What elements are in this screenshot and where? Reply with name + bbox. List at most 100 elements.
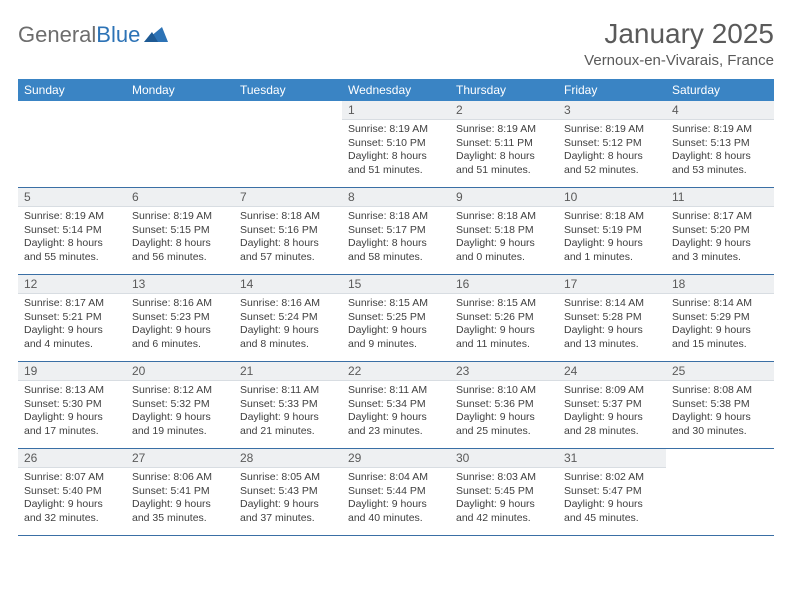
daylight-line-2: and 19 minutes. (132, 425, 228, 439)
day-details: Sunrise: 8:02 AMSunset: 5:47 PMDaylight:… (558, 468, 666, 531)
day-details: Sunrise: 8:18 AMSunset: 5:16 PMDaylight:… (234, 207, 342, 270)
day-number: 25 (666, 362, 774, 380)
sunrise-line: Sunrise: 8:15 AM (348, 297, 444, 311)
day-number: 7 (234, 188, 342, 206)
daylight-line-2: and 51 minutes. (348, 164, 444, 178)
header: GeneralBlue January 2025 Vernoux-en-Viva… (18, 18, 774, 69)
calendar-cell: 29Sunrise: 8:04 AMSunset: 5:44 PMDayligh… (342, 449, 450, 535)
daylight-line-2: and 57 minutes. (240, 251, 336, 265)
day-number-row: 2 (450, 101, 558, 120)
sunrise-line: Sunrise: 8:18 AM (240, 210, 336, 224)
week-row: 5Sunrise: 8:19 AMSunset: 5:14 PMDaylight… (18, 188, 774, 275)
calendar-cell: 7Sunrise: 8:18 AMSunset: 5:16 PMDaylight… (234, 188, 342, 274)
sunset-line: Sunset: 5:15 PM (132, 224, 228, 238)
day-number-row: 16 (450, 275, 558, 294)
sunset-line: Sunset: 5:11 PM (456, 137, 552, 151)
day-details: Sunrise: 8:14 AMSunset: 5:28 PMDaylight:… (558, 294, 666, 357)
daylight-line-1: Daylight: 9 hours (456, 237, 552, 251)
weekday-header-row: SundayMondayTuesdayWednesdayThursdayFrid… (18, 79, 774, 101)
daylight-line-2: and 21 minutes. (240, 425, 336, 439)
daylight-line-1: Daylight: 9 hours (348, 324, 444, 338)
day-details: Sunrise: 8:19 AMSunset: 5:15 PMDaylight:… (126, 207, 234, 270)
day-details: Sunrise: 8:17 AMSunset: 5:20 PMDaylight:… (666, 207, 774, 270)
daylight-line-2: and 35 minutes. (132, 512, 228, 526)
daylight-line-2: and 4 minutes. (24, 338, 120, 352)
logo-mark-icon (144, 24, 168, 47)
sunrise-line: Sunrise: 8:08 AM (672, 384, 768, 398)
daylight-line-1: Daylight: 9 hours (24, 498, 120, 512)
sunset-line: Sunset: 5:14 PM (24, 224, 120, 238)
day-number-row: 17 (558, 275, 666, 294)
sunset-line: Sunset: 5:30 PM (24, 398, 120, 412)
daylight-line-2: and 25 minutes. (456, 425, 552, 439)
daylight-line-1: Daylight: 8 hours (132, 237, 228, 251)
calendar-cell: 5 Sunrise: 8:19 AMSunset: 5:14 PMDaylight… (18, 188, 126, 274)
day-number: 24 (558, 362, 666, 380)
daylight-line-1: Daylight: 8 hours (456, 150, 552, 164)
sunset-line: Sunset: 5:26 PM (456, 311, 552, 325)
week-row: 19Sunrise: 8:13 AMSunset: 5:30 PMDayligh… (18, 362, 774, 449)
daylight-line-1: Daylight: 8 hours (672, 150, 768, 164)
day-details: Sunrise: 8:07 AMSunset: 5:40 PMDaylight:… (18, 468, 126, 531)
day-details: Sunrise: 8:19 AMSunset: 5:13 PMDaylight:… (666, 120, 774, 183)
day-number: 1 (342, 101, 450, 119)
sunrise-line: Sunrise: 8:19 AM (564, 123, 660, 137)
calendar-cell: 21Sunrise: 8:11 AMSunset: 5:33 PMDayligh… (234, 362, 342, 448)
weekday-thursday: Thursday (450, 79, 558, 101)
calendar-cell: 13Sunrise: 8:16 AMSunset: 5:23 PMDayligh… (126, 275, 234, 361)
day-number-row: 10 (558, 188, 666, 207)
sunrise-line: Sunrise: 8:02 AM (564, 471, 660, 485)
day-details: Sunrise: 8:05 AMSunset: 5:43 PMDaylight:… (234, 468, 342, 531)
calendar-cell: 6Sunrise: 8:19 AMSunset: 5:15 PMDaylight… (126, 188, 234, 274)
weekday-monday: Monday (126, 79, 234, 101)
day-number: 13 (126, 275, 234, 293)
sunrise-line: Sunrise: 8:09 AM (564, 384, 660, 398)
sunrise-line: Sunrise: 8:04 AM (348, 471, 444, 485)
calendar-cell: 28Sunrise: 8:05 AMSunset: 5:43 PMDayligh… (234, 449, 342, 535)
day-number-row: 30 (450, 449, 558, 468)
calendar-cell: 18 Sunrise: 8:14 AMSunset: 5:29 PMDayligh… (666, 275, 774, 361)
day-number-row: 8 (342, 188, 450, 207)
sunrise-line: Sunrise: 8:19 AM (24, 210, 120, 224)
calendar-cell: 25Sunrise: 8:08 AMSunset: 5:38 PMDayligh… (666, 362, 774, 448)
calendar-cell-empty (234, 101, 342, 187)
day-number: 10 (558, 188, 666, 206)
day-number-row: 23 (450, 362, 558, 381)
daylight-line-2: and 51 minutes. (456, 164, 552, 178)
daylight-line-1: Daylight: 8 hours (24, 237, 120, 251)
sunset-line: Sunset: 5:34 PM (348, 398, 444, 412)
day-number: 6 (126, 188, 234, 206)
daylight-line-2: and 15 minutes. (672, 338, 768, 352)
daylight-line-1: Daylight: 9 hours (564, 411, 660, 425)
day-number: 18 (666, 275, 774, 293)
daylight-line-1: Daylight: 9 hours (672, 411, 768, 425)
day-number: 8 (342, 188, 450, 206)
sunrise-line: Sunrise: 8:19 AM (672, 123, 768, 137)
sunset-line: Sunset: 5:21 PM (24, 311, 120, 325)
sunrise-line: Sunrise: 8:14 AM (672, 297, 768, 311)
day-details: Sunrise: 8:18 AMSunset: 5:19 PMDaylight:… (558, 207, 666, 270)
calendar-cell: 4Sunrise: 8:19 AMSunset: 5:13 PMDaylight… (666, 101, 774, 187)
day-number-row: 15 (342, 275, 450, 294)
day-number: 12 (18, 275, 126, 293)
calendar-cell: 8Sunrise: 8:18 AMSunset: 5:17 PMDaylight… (342, 188, 450, 274)
day-number: 14 (234, 275, 342, 293)
daylight-line-1: Daylight: 9 hours (240, 411, 336, 425)
day-number: 4 (666, 101, 774, 119)
sunset-line: Sunset: 5:29 PM (672, 311, 768, 325)
daylight-line-1: Daylight: 9 hours (456, 498, 552, 512)
calendar-cell: 11Sunrise: 8:17 AMSunset: 5:20 PMDayligh… (666, 188, 774, 274)
daylight-line-1: Daylight: 9 hours (672, 237, 768, 251)
daylight-line-2: and 42 minutes. (456, 512, 552, 526)
day-number-row: 5 (18, 188, 126, 207)
sunset-line: Sunset: 5:16 PM (240, 224, 336, 238)
day-details: Sunrise: 8:03 AMSunset: 5:45 PMDaylight:… (450, 468, 558, 531)
weekday-wednesday: Wednesday (342, 79, 450, 101)
sunrise-line: Sunrise: 8:11 AM (348, 384, 444, 398)
calendar-cell: 15Sunrise: 8:15 AMSunset: 5:25 PMDayligh… (342, 275, 450, 361)
daylight-line-2: and 1 minutes. (564, 251, 660, 265)
daylight-line-1: Daylight: 9 hours (672, 324, 768, 338)
calendar-cell: 17Sunrise: 8:14 AMSunset: 5:28 PMDayligh… (558, 275, 666, 361)
sunrise-line: Sunrise: 8:15 AM (456, 297, 552, 311)
day-number: 9 (450, 188, 558, 206)
